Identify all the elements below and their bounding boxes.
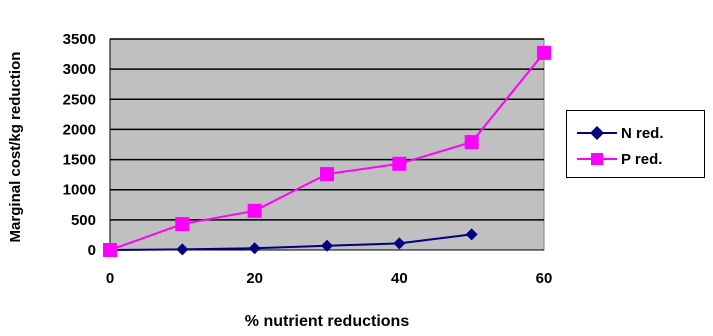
series-2 — [103, 45, 551, 257]
data-point — [465, 228, 478, 241]
series-line — [109, 233, 472, 251]
data-point — [176, 243, 189, 256]
plot-area — [109, 38, 545, 251]
legend: N red. P red. — [566, 110, 705, 178]
data-point — [175, 217, 190, 232]
data-point — [248, 242, 261, 255]
y-tick-label: 3000 — [63, 61, 96, 78]
y-tick-label: 2000 — [63, 121, 96, 138]
series-1 — [104, 228, 478, 256]
y-tick-label: 0 — [88, 242, 96, 259]
series — [103, 45, 551, 257]
y-tick-label: 2500 — [63, 91, 96, 108]
y-axis-title: Marginal cost/kg reduction — [7, 52, 24, 243]
data-point — [393, 237, 406, 250]
data-point — [392, 156, 407, 171]
x-tick-label: 20 — [246, 270, 263, 287]
data-point — [320, 167, 334, 182]
data-point — [103, 243, 117, 257]
legend-label-n: N red. — [621, 125, 664, 142]
x-tick-label: 60 — [536, 270, 553, 287]
legend-item-n: N red. — [567, 123, 706, 143]
diamond-marker-icon — [577, 126, 617, 140]
legend-label-p: P red. — [621, 151, 663, 168]
y-tick-label: 500 — [71, 212, 96, 229]
y-tick-labels: 0 500 1000 1500 2000 2500 3000 3500 — [63, 31, 96, 259]
x-tick-label: 40 — [391, 270, 408, 287]
y-tick-label: 1000 — [63, 182, 96, 199]
y-tick-label: 3500 — [63, 31, 96, 48]
data-point — [464, 135, 479, 150]
y-tick-label: 1500 — [63, 152, 96, 169]
x-tick-labels: 0 20 40 60 — [106, 270, 553, 287]
square-marker-icon — [577, 153, 617, 165]
data-point — [321, 239, 333, 252]
data-point — [537, 45, 551, 60]
legend-item-p: P red. — [567, 149, 706, 169]
x-axis-title: % nutrient reductions — [245, 313, 410, 330]
data-point — [247, 203, 262, 218]
x-tick-label: 0 — [106, 270, 114, 287]
